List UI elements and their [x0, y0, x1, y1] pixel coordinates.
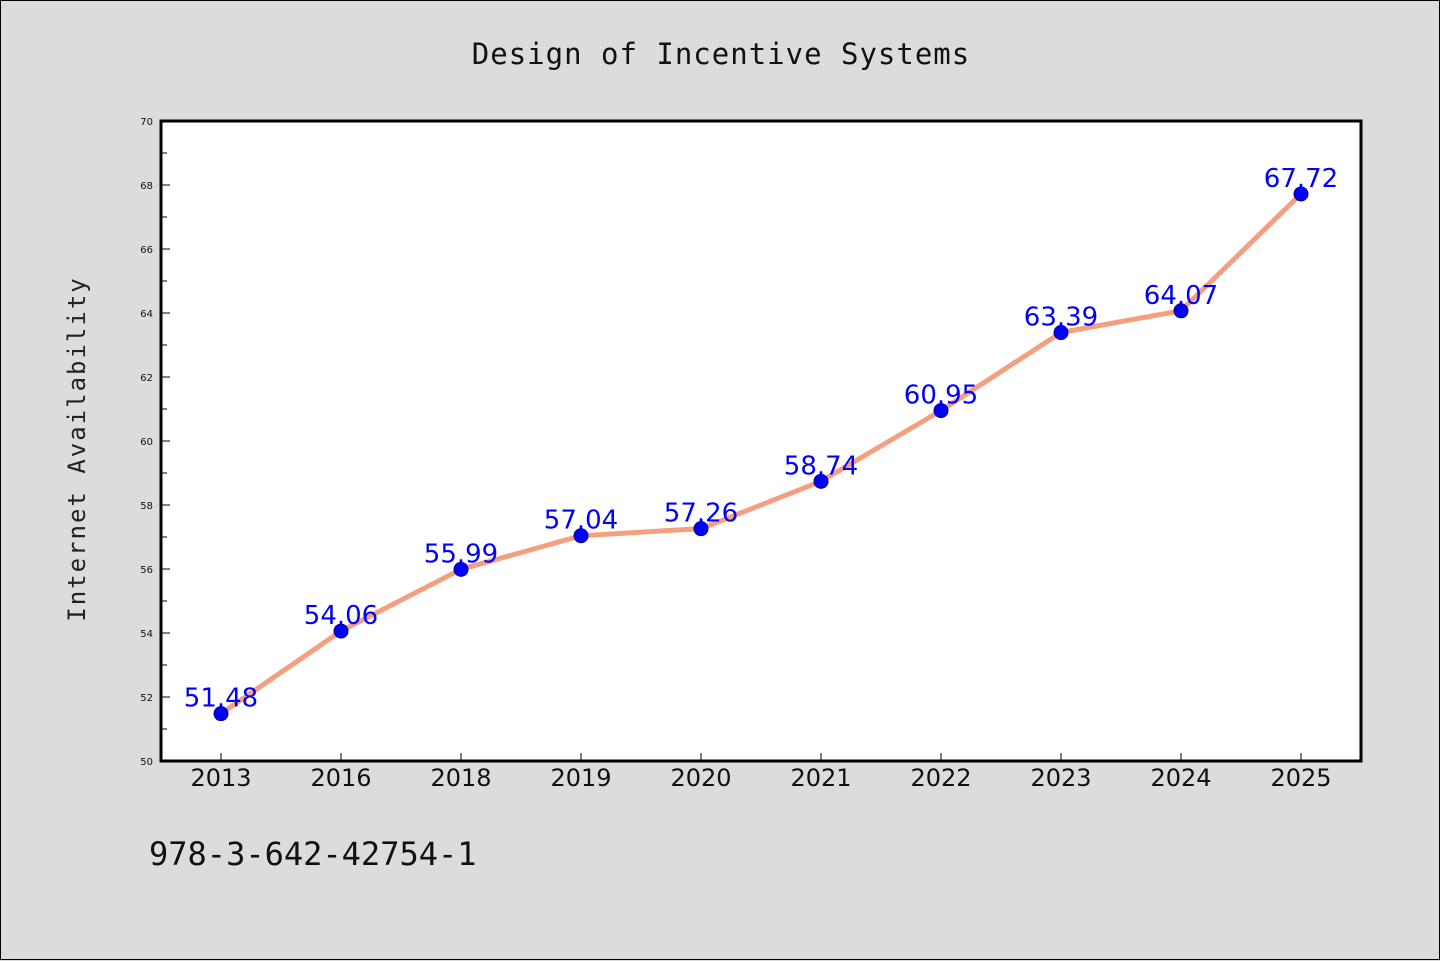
data-point — [453, 561, 469, 577]
data-label: 60.95 — [904, 381, 978, 411]
data-point — [933, 403, 949, 419]
plot-border — [159, 119, 1363, 763]
data-point — [1053, 325, 1069, 341]
data-point — [813, 473, 829, 489]
data-point — [1293, 186, 1309, 202]
y-tick-label: 50 — [140, 757, 153, 768]
x-tick-label: 2020 — [670, 764, 731, 792]
data-label: 64.07 — [1144, 281, 1218, 311]
data-label: 57.04 — [544, 506, 618, 536]
data-label: 54.06 — [304, 601, 378, 631]
x-tick-label: 2025 — [1270, 764, 1331, 792]
y-tick-label: 60 — [140, 437, 153, 448]
x-tick-label: 2021 — [790, 764, 851, 792]
x-tick-label: 2023 — [1030, 764, 1091, 792]
x-tick-label: 2019 — [550, 764, 611, 792]
data-label-layer: 51.48 54.06 55.99 57.04 57.26 58.74 60.95 63.39… — [184, 164, 1338, 714]
x-tick-label: 2013 — [190, 764, 251, 792]
y-tick-label: 52 — [140, 693, 153, 704]
x-axis: 2013 2016 2018 2019 2020 2021 2022 2023 2024 2025 — [190, 753, 1332, 792]
chart-title: Design of Incentive Systems — [472, 37, 970, 71]
y-tick-label: 66 — [140, 245, 153, 256]
x-tick-label: 2024 — [1150, 764, 1211, 792]
y-tick-label: 64 — [140, 309, 153, 320]
x-tick-label: 2022 — [910, 764, 971, 792]
y-tick-label: 62 — [140, 373, 153, 384]
series-line — [218, 191, 1304, 717]
data-label: 63.39 — [1024, 303, 1098, 333]
x-tick-label: 2018 — [430, 764, 491, 792]
y-tick-label: 58 — [140, 501, 153, 512]
data-label: 67.72 — [1264, 164, 1338, 194]
data-label: 55.99 — [424, 539, 498, 569]
data-point — [333, 623, 349, 639]
y-axis: 50 52 54 56 58 60 62 64 66 68 70 — [140, 117, 170, 768]
y-tick-label: 68 — [140, 181, 153, 192]
y-tick-label: 54 — [140, 629, 153, 640]
y-tick-label: 56 — [140, 565, 153, 576]
data-label: 58.74 — [784, 451, 858, 481]
data-point — [1173, 303, 1189, 319]
data-label: 51.48 — [184, 684, 258, 714]
x-tick-label: 2016 — [310, 764, 371, 792]
data-point — [213, 706, 229, 722]
y-axis-label: Internet Availability — [63, 276, 91, 621]
series-layer — [213, 186, 1309, 722]
data-point — [573, 528, 589, 544]
y-tick-label: 70 — [140, 117, 153, 128]
isbn-text: 978-3-642-42754-1 — [149, 835, 477, 873]
data-label: 57.26 — [664, 499, 738, 529]
data-point — [693, 521, 709, 537]
plot-area — [161, 121, 1361, 761]
